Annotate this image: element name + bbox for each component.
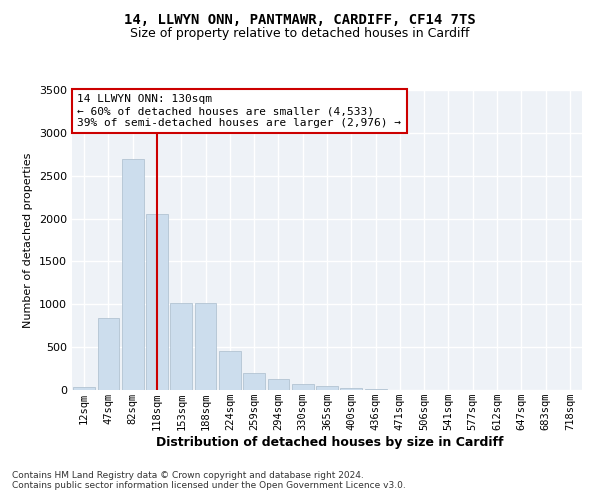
Bar [268,379,289,390]
Text: 14, LLWYN ONN, PANTMAWR, CARDIFF, CF14 7TS: 14, LLWYN ONN, PANTMAWR, CARDIFF, CF14 7… [124,12,476,26]
Bar [340,388,362,390]
Bar [194,304,217,390]
Y-axis label: Number of detached properties: Number of detached properties [23,152,34,328]
Bar [219,352,241,390]
Bar [365,389,386,390]
Text: Size of property relative to detached houses in Cardiff: Size of property relative to detached ho… [130,28,470,40]
Bar [73,387,95,390]
Bar [170,302,192,390]
Text: Contains HM Land Registry data © Crown copyright and database right 2024.: Contains HM Land Registry data © Crown c… [12,471,364,480]
Bar [146,214,168,390]
Bar [243,373,265,390]
Bar [97,318,119,390]
Bar [316,386,338,390]
Text: 14 LLWYN ONN: 130sqm
← 60% of detached houses are smaller (4,533)
39% of semi-de: 14 LLWYN ONN: 130sqm ← 60% of detached h… [77,94,401,128]
Bar [122,158,143,390]
Bar [292,384,314,390]
Text: Distribution of detached houses by size in Cardiff: Distribution of detached houses by size … [156,436,504,449]
Text: Contains public sector information licensed under the Open Government Licence v3: Contains public sector information licen… [12,481,406,490]
